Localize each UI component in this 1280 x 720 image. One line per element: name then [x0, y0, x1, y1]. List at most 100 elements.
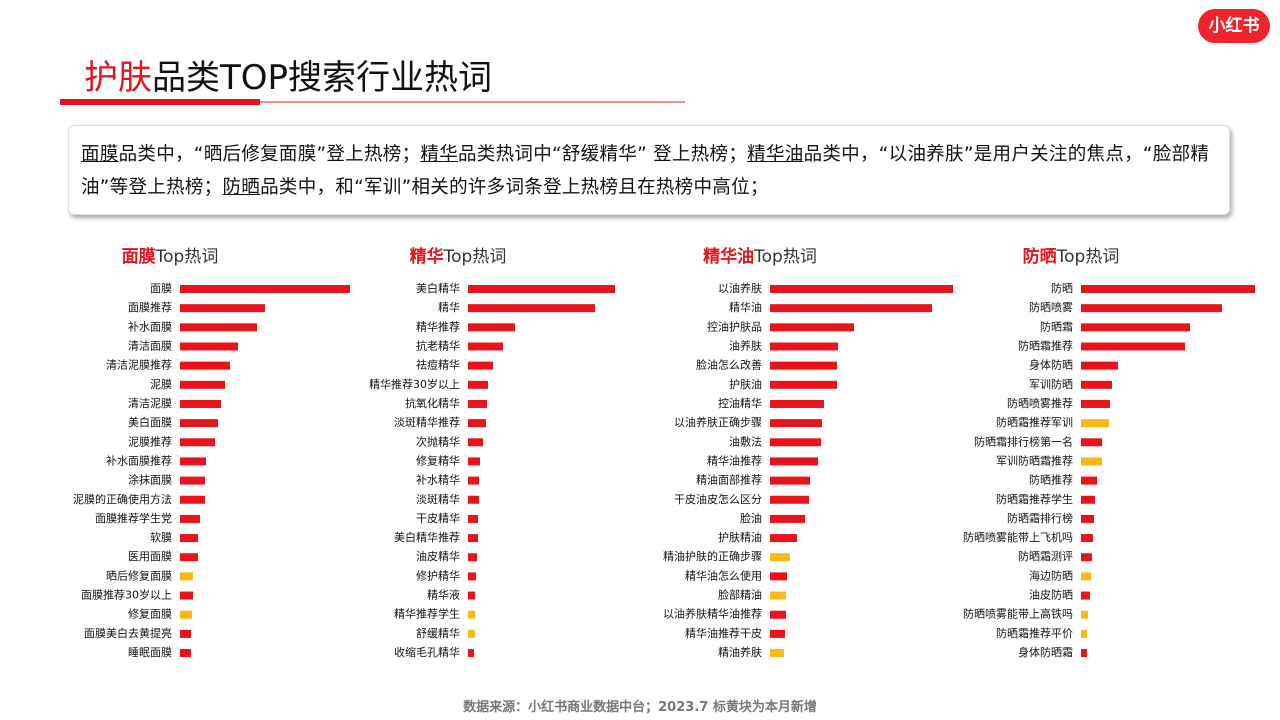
bar — [1081, 572, 1091, 581]
category-label: 防晒喷雾能带上飞机吗 — [963, 530, 1073, 544]
category-label: 清洁泥膜推荐 — [106, 358, 172, 372]
category-label: 补水面膜 — [128, 320, 172, 333]
bar — [770, 323, 854, 332]
category-label: 精油护肤的正确步骤 — [663, 549, 762, 563]
bar — [770, 572, 787, 581]
category-label: 面膜推荐 — [128, 300, 172, 314]
category-label: 精华油 — [729, 300, 762, 314]
bar — [180, 610, 192, 619]
bar — [468, 285, 615, 293]
summary-box: 面膜品类中，“晒后修复面膜”登上热榜；精华品类热词中“舒缓精华” 登上热榜；精华… — [68, 125, 1230, 215]
bar — [180, 342, 238, 351]
category-label: 舒缓精华 — [416, 626, 460, 640]
category-label: 修复面膜 — [128, 607, 172, 621]
category-label: 控油护肤品 — [707, 319, 762, 333]
category-label: 睡眠面膜 — [128, 646, 172, 659]
summary-text: 精华油 — [747, 144, 804, 165]
bar — [1081, 399, 1110, 408]
bar — [180, 457, 206, 466]
bar — [1081, 285, 1255, 293]
bar — [770, 304, 932, 313]
category-label: 精华 — [438, 300, 460, 314]
bar — [1081, 323, 1190, 332]
bar — [468, 438, 483, 447]
bar — [468, 649, 474, 658]
bar — [180, 649, 191, 658]
summary-text: 面膜 — [81, 144, 119, 165]
bar — [770, 514, 805, 523]
bar — [468, 399, 487, 408]
summary-text: 精华 — [420, 144, 458, 165]
title-text: Top热词 — [155, 247, 219, 267]
category-label: 防晒霜推荐 — [1018, 338, 1073, 352]
bar — [770, 361, 837, 370]
category-label: 修复精华 — [416, 453, 460, 467]
category-label: 油敷法 — [729, 434, 762, 448]
title-highlight: 护肤 — [84, 58, 152, 98]
bar — [180, 629, 191, 638]
category-label: 面膜美白去黄提亮 — [84, 626, 172, 640]
bar — [180, 591, 193, 600]
category-label: 补水面膜推荐 — [106, 453, 172, 467]
bar — [468, 304, 595, 313]
bar — [468, 629, 475, 638]
bar — [1081, 591, 1090, 600]
bar — [468, 342, 503, 351]
title-highlight: 面膜 — [122, 246, 156, 267]
summary-text: 品类中，“晒后修复面膜”登上热榜； — [118, 144, 421, 165]
bar — [770, 399, 824, 408]
category-label: 脸油 — [740, 511, 762, 525]
category-label: 祛痘精华 — [416, 358, 460, 372]
bar — [1081, 342, 1185, 351]
footer: 数据来源：小红书商业数据中台；2023.7 标黄块为本月新增 — [463, 700, 817, 715]
bar — [770, 380, 837, 389]
category-label: 美白面膜 — [128, 415, 172, 429]
bar — [1081, 438, 1102, 447]
category-label: 油养肤 — [729, 338, 762, 352]
category-label: 油皮防晒 — [1029, 588, 1073, 602]
title-text: Top热词 — [753, 247, 817, 267]
summary-text: 品类热词中“舒缓精华” 登上热榜； — [458, 144, 748, 165]
category-label: 身体防晒 — [1029, 358, 1073, 372]
bar — [1081, 610, 1088, 619]
chart-title: 精华Top热词 — [410, 246, 507, 267]
category-label: 以油养肤正确步骤 — [674, 415, 762, 429]
category-label: 抗氧化精华 — [405, 396, 460, 410]
category-label: 防晒喷雾 — [1029, 300, 1073, 314]
bar — [770, 610, 786, 619]
category-label: 软膜 — [150, 530, 172, 544]
bar — [770, 495, 809, 504]
bar — [180, 495, 205, 504]
chart-title: 精华油Top热词 — [703, 246, 817, 267]
bar — [180, 572, 193, 581]
summary-text: 品类中，和“军训”相关的许多词条登上热榜且在热榜中高位； — [260, 177, 769, 198]
category-label: 防晒霜排行榜 — [1007, 511, 1073, 525]
summary-text: 品类中，“以油养肤”是用户关注的焦点，“脸部精油”等登上热榜； — [81, 144, 1210, 198]
category-label: 淡斑精华 — [416, 492, 460, 506]
bar — [468, 476, 479, 485]
category-label: 泥膜 — [150, 378, 172, 391]
bar — [468, 380, 488, 389]
category-label: 美白精华 — [416, 281, 460, 295]
category-label: 精华液 — [427, 588, 460, 602]
bar — [1081, 419, 1109, 428]
category-label: 次抛精华 — [416, 434, 460, 448]
category-label: 淡斑精华推荐 — [394, 415, 460, 429]
category-label: 油皮精华 — [416, 549, 460, 563]
category-label: 以油养肤精华油推荐 — [663, 607, 762, 621]
category-label: 面膜 — [150, 282, 172, 295]
bar — [468, 361, 493, 370]
bar — [468, 572, 476, 581]
slide-title: 护肤品类TOP搜索行业热词 — [84, 50, 492, 99]
category-label: 防晒霜推荐学生 — [996, 492, 1073, 506]
category-label: 面膜推荐学生党 — [95, 511, 172, 525]
bar — [468, 553, 477, 562]
category-label: 控油精华 — [718, 396, 762, 410]
category-label: 防晒霜 — [1040, 319, 1073, 333]
bar — [770, 438, 821, 447]
bar — [1081, 457, 1102, 466]
category-label: 防晒 — [1051, 281, 1073, 295]
category-label: 美白精华推荐 — [394, 530, 460, 544]
